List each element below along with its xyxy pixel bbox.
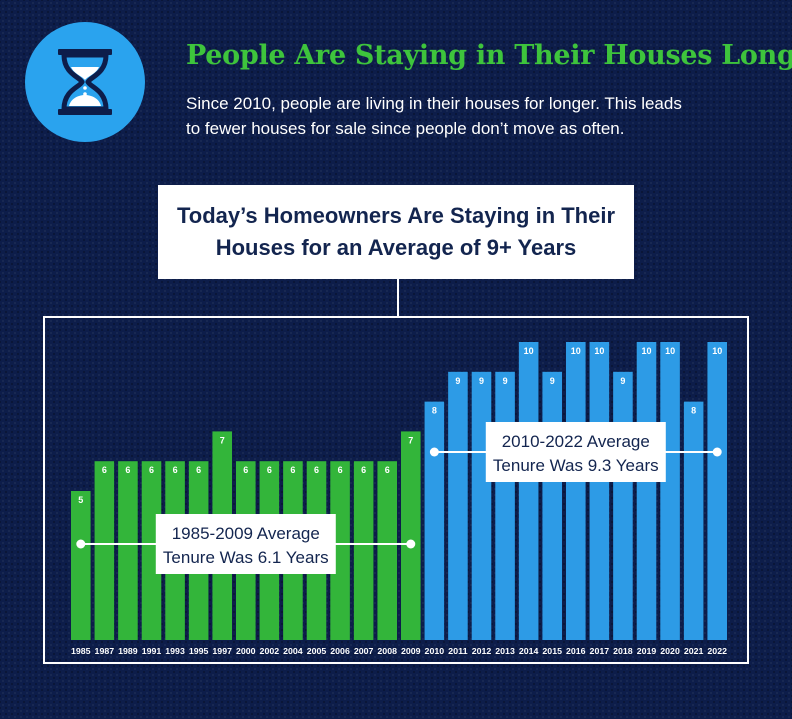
page-title: People Are Staying in Their Houses Longe… <box>186 40 792 71</box>
bar-2014 <box>518 342 539 640</box>
data-label-2014: 10 <box>524 346 534 356</box>
data-label-2008: 6 <box>385 465 390 475</box>
bar-2016 <box>566 342 586 640</box>
tick-label-2007: 2007 <box>354 646 374 656</box>
data-label-1985: 5 <box>78 495 83 505</box>
tick-label-2018: 2018 <box>613 646 633 656</box>
chart-title-box: Today’s Homeowners Are Staying in Their … <box>158 185 634 279</box>
tick-label-2019: 2019 <box>637 646 657 656</box>
chart-frame <box>43 316 749 664</box>
tick-label-2022: 2022 <box>707 646 727 656</box>
bar-1989 <box>118 461 138 640</box>
data-label-2021: 8 <box>691 406 696 416</box>
bar-2021 <box>683 401 704 640</box>
data-label-1987: 6 <box>102 465 107 475</box>
data-label-2005: 6 <box>314 465 319 475</box>
bar-2008 <box>377 461 397 640</box>
tick-label-2011: 2011 <box>448 646 468 656</box>
data-label-2010: 8 <box>432 406 437 416</box>
tick-label-2005: 2005 <box>307 646 327 656</box>
annotation-2-line-2: Tenure Was 9.3 Years <box>493 456 659 475</box>
tick-label-2004: 2004 <box>283 646 303 656</box>
data-label-2000: 6 <box>243 465 248 475</box>
tick-label-2002: 2002 <box>260 646 280 656</box>
data-label-1993: 6 <box>173 465 178 475</box>
tick-label-2014: 2014 <box>519 646 539 656</box>
tick-label-2013: 2013 <box>495 646 515 656</box>
tick-label-2009: 2009 <box>401 646 421 656</box>
bar-1987 <box>94 461 115 640</box>
tick-label-1995: 1995 <box>189 646 209 656</box>
data-label-1997: 7 <box>220 435 225 445</box>
bar-2022 <box>707 342 727 640</box>
bar-2012 <box>471 371 492 640</box>
data-label-2004: 6 <box>290 465 295 475</box>
data-label-2015: 9 <box>550 376 555 386</box>
bar-2007 <box>353 461 374 640</box>
annotation-1-dot-start <box>76 539 86 549</box>
tick-label-2000: 2000 <box>236 646 256 656</box>
chart-title: Today’s Homeowners Are Staying in Their … <box>161 200 631 264</box>
tick-label-2015: 2015 <box>542 646 562 656</box>
tick-label-2016: 2016 <box>566 646 586 656</box>
tick-label-2020: 2020 <box>660 646 680 656</box>
bar-2013 <box>495 371 515 640</box>
data-label-1991: 6 <box>149 465 154 475</box>
tick-label-2017: 2017 <box>590 646 610 656</box>
data-label-2011: 9 <box>455 376 460 386</box>
data-label-2009: 7 <box>408 435 413 445</box>
tick-label-1985: 1985 <box>71 646 91 656</box>
tick-label-2021: 2021 <box>684 646 704 656</box>
chart-title-line-1: Today’s Homeowners Are Staying in Their <box>176 203 616 228</box>
hourglass-icon <box>25 22 145 142</box>
data-label-2007: 6 <box>361 465 366 475</box>
bar-1985 <box>71 491 91 640</box>
data-label-2017: 10 <box>594 346 604 356</box>
annotation-2-dot-start <box>429 447 439 457</box>
bar-2020 <box>660 342 680 640</box>
annotation-1-line-2: Tenure Was 6.1 Years <box>163 548 329 567</box>
data-label-2002: 6 <box>267 465 272 475</box>
tick-label-1997: 1997 <box>212 646 232 656</box>
tick-label-1991: 1991 <box>142 646 162 656</box>
data-label-2006: 6 <box>338 465 343 475</box>
tick-label-2008: 2008 <box>377 646 397 656</box>
tick-label-2012: 2012 <box>472 646 492 656</box>
tick-label-1987: 1987 <box>95 646 115 656</box>
page-description: Since 2010, people are living in their h… <box>186 91 766 141</box>
tick-label-1993: 1993 <box>165 646 185 656</box>
annotation-2-line-1: 2010-2022 Average <box>502 432 650 451</box>
annotation-1-dot-end <box>406 539 416 549</box>
bar-2006 <box>330 461 350 640</box>
annotation-2-dot-end <box>712 447 722 457</box>
data-label-2012: 9 <box>479 376 484 386</box>
description-line-2: to fewer houses for sale since people do… <box>186 119 625 138</box>
tick-label-1989: 1989 <box>118 646 138 656</box>
bar-2009 <box>401 431 421 640</box>
annotation-2-box <box>485 422 666 482</box>
title-connector-line <box>397 279 399 317</box>
bar-2019 <box>636 342 657 640</box>
tick-label-2010: 2010 <box>425 646 445 656</box>
annotation-1-line-1: 1985-2009 Average <box>172 524 320 543</box>
bar-2017 <box>589 342 610 640</box>
annotation-1-box <box>155 514 336 574</box>
data-label-2019: 10 <box>641 346 651 356</box>
bar-2015 <box>542 371 562 640</box>
description-line-1: Since 2010, people are living in their h… <box>186 94 682 113</box>
bar-2018 <box>613 371 633 640</box>
data-label-2016: 10 <box>571 346 581 356</box>
data-label-2018: 9 <box>620 376 625 386</box>
data-label-1995: 6 <box>196 465 201 475</box>
data-label-2013: 9 <box>503 376 508 386</box>
bar-2011 <box>448 371 468 640</box>
data-label-1989: 6 <box>125 465 130 475</box>
bar-1991 <box>141 461 162 640</box>
tick-label-2006: 2006 <box>330 646 350 656</box>
bar-2010 <box>424 401 445 640</box>
data-label-2022: 10 <box>712 346 722 356</box>
chart-title-line-2: Houses for an Average of 9+ Years <box>215 235 577 260</box>
data-label-2020: 10 <box>665 346 675 356</box>
